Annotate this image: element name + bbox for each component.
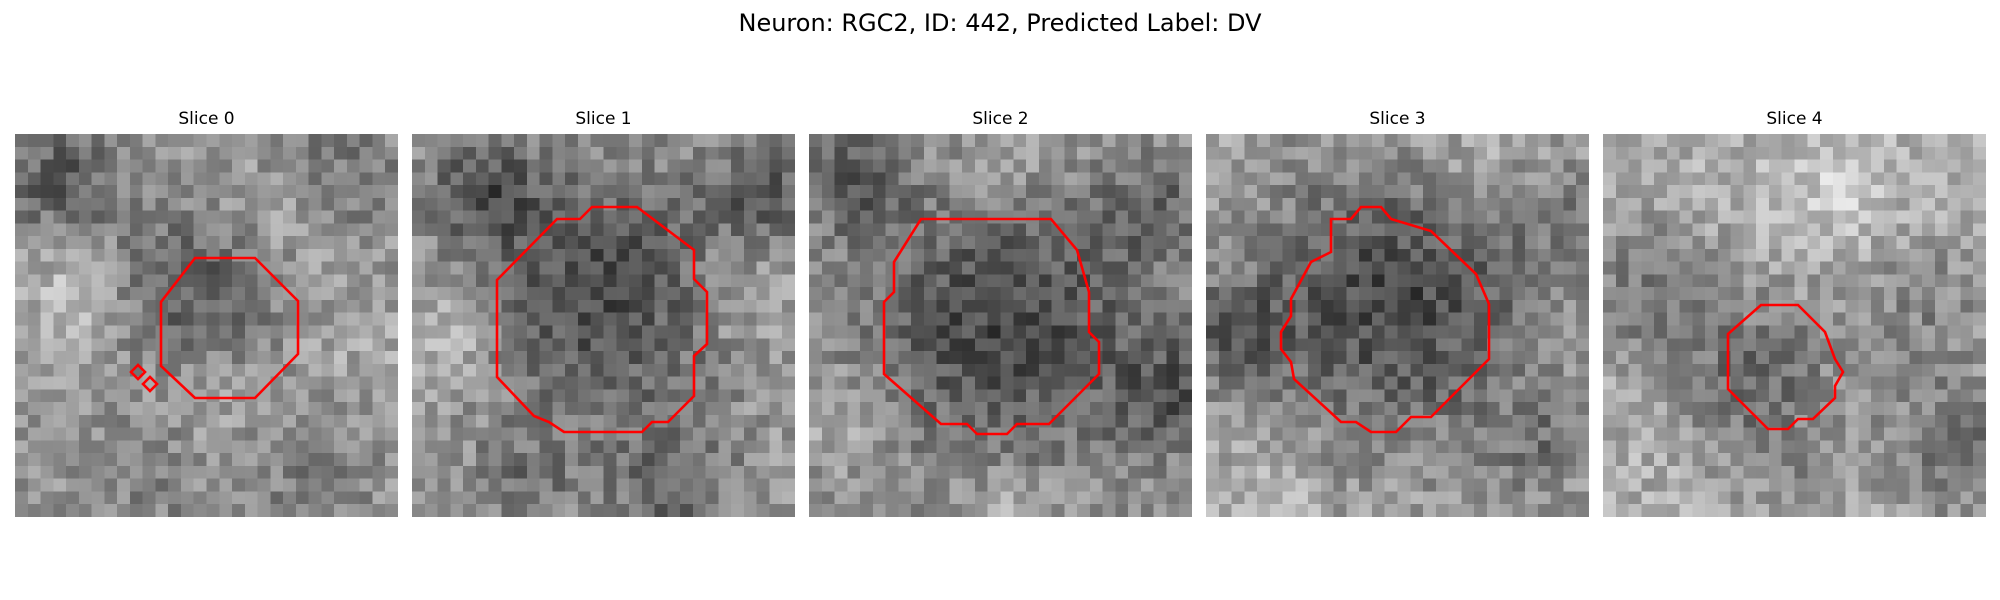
neuron-contour-3: [1279, 205, 1491, 434]
slice-image-0: [15, 134, 398, 517]
neuron-contour-0: [159, 256, 300, 400]
contour-overlay-1: [495, 205, 709, 434]
slice-image-3: [1206, 134, 1589, 517]
grayscale-slice-4: [1603, 134, 1986, 517]
contour-overlay-0: [129, 256, 300, 400]
slice-image-2: [809, 134, 1192, 517]
slice-title-2: Slice 2: [972, 109, 1029, 129]
grayscale-slice-0: [15, 134, 398, 517]
neuron-contour-0b: [129, 363, 147, 381]
slice-image-1: [412, 134, 795, 517]
slice-title-0: Slice 0: [178, 109, 235, 129]
grayscale-slice-1: [412, 134, 795, 517]
slice-image-4: [1603, 134, 1986, 517]
contour-overlay-3: [1279, 205, 1491, 434]
slice-title-4: Slice 4: [1766, 109, 1823, 129]
slice-title-3: Slice 3: [1369, 109, 1426, 129]
neuron-contour-4: [1726, 303, 1845, 431]
figure-title: Neuron: RGC2, ID: 442, Predicted Label: …: [738, 9, 1262, 37]
neuron-contour-0c: [141, 375, 159, 393]
grayscale-slice-2: [809, 134, 1192, 517]
contour-overlay-2: [882, 217, 1101, 436]
slice-title-1: Slice 1: [575, 109, 632, 129]
neuron-contour-1: [495, 205, 709, 434]
grayscale-slice-3: [1206, 134, 1589, 517]
neuron-contour-2: [882, 217, 1101, 436]
contour-overlay-4: [1726, 303, 1845, 431]
